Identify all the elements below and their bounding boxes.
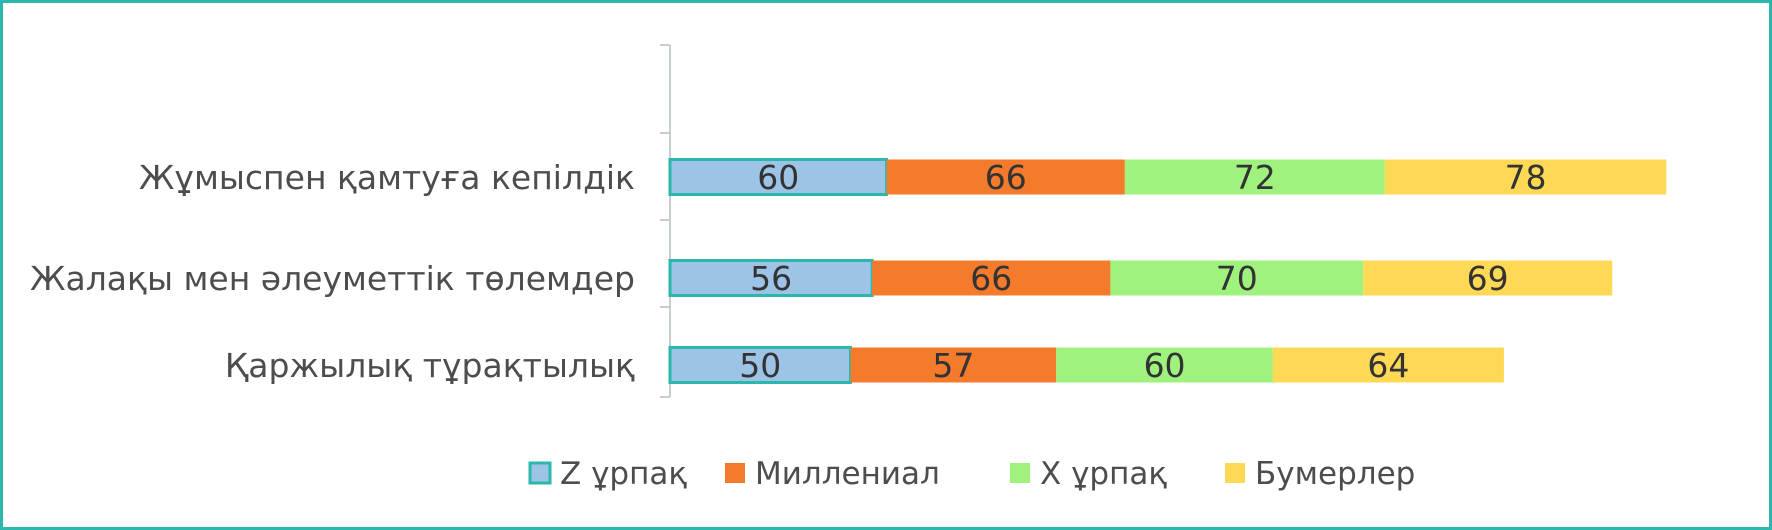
legend-label: Z ұрпақ — [560, 456, 687, 492]
data-label: 64 — [1367, 346, 1409, 385]
data-label: 69 — [1467, 259, 1509, 298]
data-label: 57 — [932, 346, 974, 385]
bars — [668, 158, 1667, 384]
bar-segment — [850, 347, 1057, 383]
bar-segment — [1363, 260, 1613, 296]
category-label: Жалақы мен әлеуметтік төлемдер — [30, 259, 635, 298]
data-label: 56 — [750, 259, 792, 298]
data-label: 66 — [985, 158, 1027, 197]
bar-segment — [1124, 159, 1385, 195]
bar-segment — [1110, 260, 1364, 296]
legend-swatch — [528, 461, 552, 485]
bar-segment — [1056, 347, 1273, 383]
legend: Z ұрпақ Миллениал X ұрпақ Бумерлер — [528, 456, 1415, 492]
data-label: 66 — [970, 259, 1012, 298]
data-label: 70 — [1216, 259, 1258, 298]
legend-swatch — [725, 463, 745, 483]
data-label: 78 — [1505, 158, 1547, 197]
bar-segment — [668, 259, 874, 297]
labels: Қаржылық тұрақтылық 50 57 60 64 Жалақы мен әл… — [30, 158, 1547, 385]
category-label: Жұмыспен қамтуға кепілдік — [139, 158, 635, 197]
bar-segment — [872, 260, 1111, 296]
bar-segment — [1272, 347, 1504, 383]
legend-swatch — [1010, 463, 1030, 483]
bar-segment — [886, 159, 1125, 195]
legend-label: Бумерлер — [1255, 456, 1415, 492]
y-axis — [660, 44, 671, 398]
data-label: 60 — [1144, 346, 1186, 385]
legend-swatch — [1225, 463, 1245, 483]
data-label: 50 — [739, 346, 781, 385]
legend-label: Миллениал — [755, 456, 940, 492]
data-label: 72 — [1234, 158, 1276, 197]
bar-segment — [1384, 159, 1667, 195]
bar-segment — [668, 158, 889, 196]
category-label: Қаржылық тұрақтылық — [225, 346, 635, 385]
legend-label: X ұрпақ — [1040, 456, 1167, 492]
data-label: 60 — [757, 158, 799, 197]
